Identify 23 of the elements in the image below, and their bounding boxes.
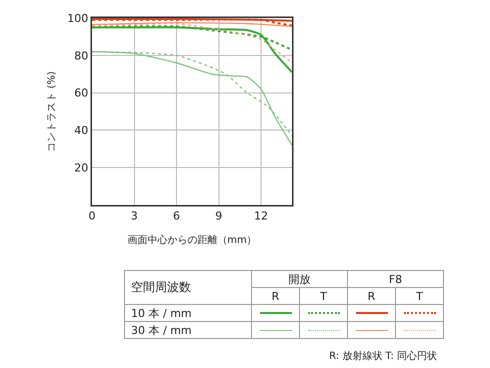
text: R xyxy=(348,288,396,304)
text: T xyxy=(396,288,444,304)
y-tick-label: 80 xyxy=(74,49,88,62)
line-series xyxy=(92,22,292,64)
x-tick-label: 9 xyxy=(215,210,222,223)
y-tick-label: 40 xyxy=(74,124,88,138)
text: T xyxy=(300,288,348,304)
y-tick-label: 20 xyxy=(74,161,88,174)
y-tick-label: 60 xyxy=(74,86,88,100)
text: R xyxy=(252,288,300,304)
x-tick-label: 6 xyxy=(173,210,180,223)
y-axis-title: コントラスト (%) xyxy=(46,71,58,152)
text: R: 放射線状 T: 同心円状 xyxy=(329,350,437,363)
x-tick-label: 0 xyxy=(88,210,96,223)
text: 開放 xyxy=(252,270,348,288)
text: 30 本 / mm xyxy=(124,322,252,338)
y-tick-label: 100 xyxy=(67,12,88,25)
text: 空間周波数 xyxy=(124,270,252,304)
text: 10 本 / mm xyxy=(124,304,252,322)
x-tick-label: 12 xyxy=(254,210,268,223)
text: F8 xyxy=(348,270,444,288)
x-tick-label: 3 xyxy=(130,210,138,223)
x-axis-title: 画面中心からの距離（mm） xyxy=(127,234,257,246)
